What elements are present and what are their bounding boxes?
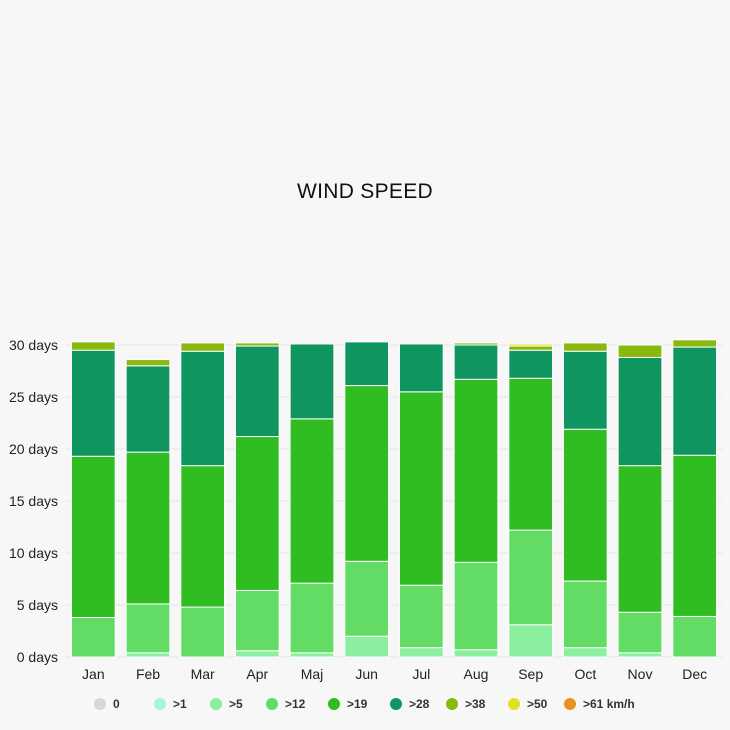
y-tick-label: 20 days — [9, 441, 58, 457]
grid-lines — [66, 344, 722, 658]
bar-segment — [617, 611, 663, 654]
x-tick-label: Maj — [301, 666, 324, 682]
legend-marker — [508, 698, 520, 710]
bar-segment — [70, 455, 116, 618]
legend-marker — [564, 698, 576, 710]
bar-segment — [289, 343, 335, 420]
bar-segment — [617, 356, 663, 467]
legend-label[interactable]: >50 — [527, 697, 548, 711]
bar-segment — [672, 339, 718, 348]
bar-segment — [617, 465, 663, 613]
bar-segment — [180, 465, 226, 608]
bar-segment — [125, 365, 171, 453]
bar-segment — [672, 454, 718, 617]
legend-label[interactable]: 0 — [113, 697, 120, 711]
bar-segment — [617, 344, 663, 358]
bar-segment — [344, 341, 390, 387]
bar-segment — [125, 359, 171, 367]
x-tick-label: Dec — [682, 666, 707, 682]
bar-segment — [398, 647, 444, 658]
bar-segment — [508, 377, 554, 531]
legend-marker — [446, 698, 458, 710]
bar-segment — [289, 652, 335, 658]
bar-segment — [672, 346, 718, 456]
legend-marker — [210, 698, 222, 710]
legend: 0 >1 >5 >12 >19 >28 >38 >50 >61 km/h — [94, 697, 635, 711]
y-axis: 0 days 5 days 10 days 15 days 20 days 25 days… — [9, 337, 58, 665]
bar-segment — [180, 606, 226, 658]
bar-segment — [180, 350, 226, 467]
bars — [70, 339, 718, 658]
bar-segment — [234, 436, 280, 591]
bar-segment — [344, 635, 390, 658]
bar-segment — [453, 344, 499, 380]
bar-segment — [289, 582, 335, 654]
bar-segment — [453, 561, 499, 651]
bar-segment — [70, 616, 116, 658]
bar-segment — [562, 342, 608, 352]
y-tick-label: 5 days — [17, 597, 58, 613]
x-tick-label: Oct — [574, 666, 596, 682]
bar-segment — [562, 580, 608, 649]
bar-segment — [70, 341, 116, 351]
legend-label[interactable]: >19 — [347, 697, 368, 711]
bar-segment — [453, 378, 499, 563]
legend-marker — [266, 698, 278, 710]
bar-segment — [562, 647, 608, 658]
bar-segment — [508, 349, 554, 379]
legend-label[interactable]: >61 km/h — [583, 697, 635, 711]
bar-segment — [508, 343, 554, 347]
bar-segment — [398, 391, 444, 586]
legend-label[interactable]: >12 — [285, 697, 306, 711]
bar-segment — [344, 560, 390, 637]
bar-segment — [234, 589, 280, 652]
bar-segment — [70, 349, 116, 457]
legend-marker — [328, 698, 340, 710]
bar-segment — [125, 451, 171, 605]
bar-segment — [562, 428, 608, 582]
x-tick-label: Aug — [464, 666, 489, 682]
bar-segment — [617, 652, 663, 658]
bar-segment — [398, 584, 444, 649]
y-tick-label: 0 days — [17, 649, 58, 665]
bar-segment — [180, 342, 226, 352]
y-tick-label: 30 days — [9, 337, 58, 353]
bar-segment — [234, 650, 280, 658]
bar-segment — [508, 345, 554, 351]
bar-segment — [672, 615, 718, 658]
x-tick-label: Jul — [412, 666, 430, 682]
legend-marker — [94, 698, 106, 710]
bar-segment — [289, 418, 335, 584]
bar-segment — [508, 529, 554, 626]
legend-label[interactable]: >38 — [465, 697, 486, 711]
x-tick-label: Nov — [628, 666, 653, 682]
x-tick-label: Mar — [191, 666, 215, 682]
legend-label[interactable]: >5 — [229, 697, 243, 711]
legend-label[interactable]: >1 — [173, 697, 187, 711]
legend-marker — [390, 698, 402, 710]
x-axis: Jan Feb Mar Apr Maj Jun Jul Aug Sep Oct Nov Dec — [82, 666, 707, 682]
y-tick-label: 15 days — [9, 493, 58, 509]
bar-segment — [453, 342, 499, 346]
x-tick-label: Feb — [136, 666, 160, 682]
x-tick-label: Apr — [246, 666, 268, 682]
x-tick-label: Sep — [518, 666, 543, 682]
bar-segment — [344, 385, 390, 562]
legend-marker — [154, 698, 166, 710]
y-tick-label: 10 days — [9, 545, 58, 561]
x-tick-label: Jun — [355, 666, 378, 682]
bar-segment — [453, 649, 499, 658]
legend-label[interactable]: >28 — [409, 697, 430, 711]
bar-segment — [234, 342, 280, 347]
bar-segment — [398, 343, 444, 393]
bar-segment — [508, 624, 554, 658]
x-tick-label: Jan — [82, 666, 105, 682]
bar-segment — [562, 350, 608, 430]
bar-segment — [234, 345, 280, 438]
bar-segment — [125, 652, 171, 658]
chart-title: WIND SPEED — [296, 180, 433, 203]
y-tick-label: 25 days — [9, 389, 58, 405]
bar-segment — [125, 603, 171, 654]
